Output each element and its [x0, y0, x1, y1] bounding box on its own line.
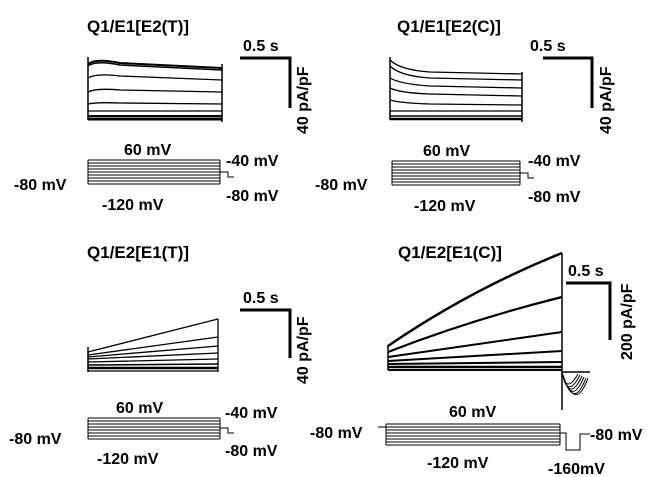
return-potential-label: -80 mV — [225, 443, 278, 460]
return-potential-label: -80 mV — [528, 189, 581, 206]
holding-potential-label: -80 mV — [310, 425, 363, 442]
panel-title: Q1/E1[E2(T)] — [87, 17, 189, 36]
holding-potential-label: -80 mV — [315, 177, 368, 194]
tail-potential-label: -40 mV — [528, 153, 581, 170]
panel-title: Q1/E2[E1(C)] — [398, 243, 502, 262]
scale-bar: 0.5 s 40 pA/pF — [240, 290, 312, 384]
current-traces — [387, 251, 590, 410]
hyperpolarizing-tail-label: -160mV — [548, 461, 605, 477]
panel-q1-e2-e1-c: Q1/E2[E1(C)] 0.5 s 200 pA/pF 60 mV -120 … — [310, 243, 643, 477]
current-traces — [87, 318, 219, 372]
voltage-protocol: 60 mV -120 mV -80 mV -40 mV -80 mV — [14, 142, 279, 214]
panel-q1-e1-e2-c: Q1/E1[E2(C)] 0.5 s 40 pA/pF 60 mV -120 m… — [315, 17, 615, 215]
time-scale-label: 0.5 s — [568, 263, 604, 280]
scale-bar: 0.5 s 40 pA/pF — [530, 38, 615, 134]
return-potential-label: -80 mV — [226, 188, 279, 205]
holding-potential-label: -80 mV — [14, 177, 67, 194]
panel-q1-e1-e2-t: Q1/E1[E2(T)] 0.5 s 40 pA/pF 60 mV -120 m… — [14, 17, 312, 214]
current-scale-label: 40 pA/pF — [295, 66, 312, 134]
holding-potential-label: -80 mV — [9, 431, 62, 448]
current-scale-label: 40 pA/pF — [295, 316, 312, 384]
panel-q1-e2-e1-t: Q1/E2[E1(T)] 0.5 s 40 pA/pF 60 mV -120 m… — [9, 243, 312, 468]
scale-bar: 0.5 s 40 pA/pF — [240, 38, 312, 134]
protocol-top-label: 60 mV — [116, 400, 163, 417]
protocol-bottom-label: -120 mV — [427, 455, 489, 472]
protocol-bottom-label: -120 mV — [102, 197, 164, 214]
current-traces — [389, 57, 523, 122]
tail-potential-label: -40 mV — [226, 153, 279, 170]
voltage-protocol: 60 mV -120 mV -80 mV -80 mV -160mV — [310, 404, 643, 477]
voltage-protocol: 60 mV -120 mV -80 mV -40 mV -80 mV — [315, 143, 581, 215]
current-traces — [87, 57, 223, 122]
tail-potential-label: -40 mV — [225, 405, 278, 422]
current-scale-label: 200 pA/pF — [619, 283, 636, 360]
protocol-top-label: 60 mV — [423, 143, 470, 160]
time-scale-label: 0.5 s — [243, 38, 279, 55]
scale-bar: 0.5 s 200 pA/pF — [566, 263, 636, 360]
panel-title: Q1/E2[E1(T)] — [87, 243, 189, 262]
protocol-bottom-label: -120 mV — [97, 451, 159, 468]
current-scale-label: 40 pA/pF — [598, 66, 615, 134]
protocol-top-label: 60 mV — [124, 142, 171, 159]
return-potential-label: -80 mV — [590, 427, 643, 444]
protocol-bottom-label: -120 mV — [414, 198, 476, 215]
protocol-top-label: 60 mV — [449, 404, 496, 421]
time-scale-label: 0.5 s — [530, 38, 566, 55]
panel-title: Q1/E1[E2(C)] — [397, 17, 501, 36]
voltage-protocol: 60 mV -120 mV -80 mV -40 mV -80 mV — [9, 400, 278, 468]
time-scale-label: 0.5 s — [243, 290, 279, 307]
